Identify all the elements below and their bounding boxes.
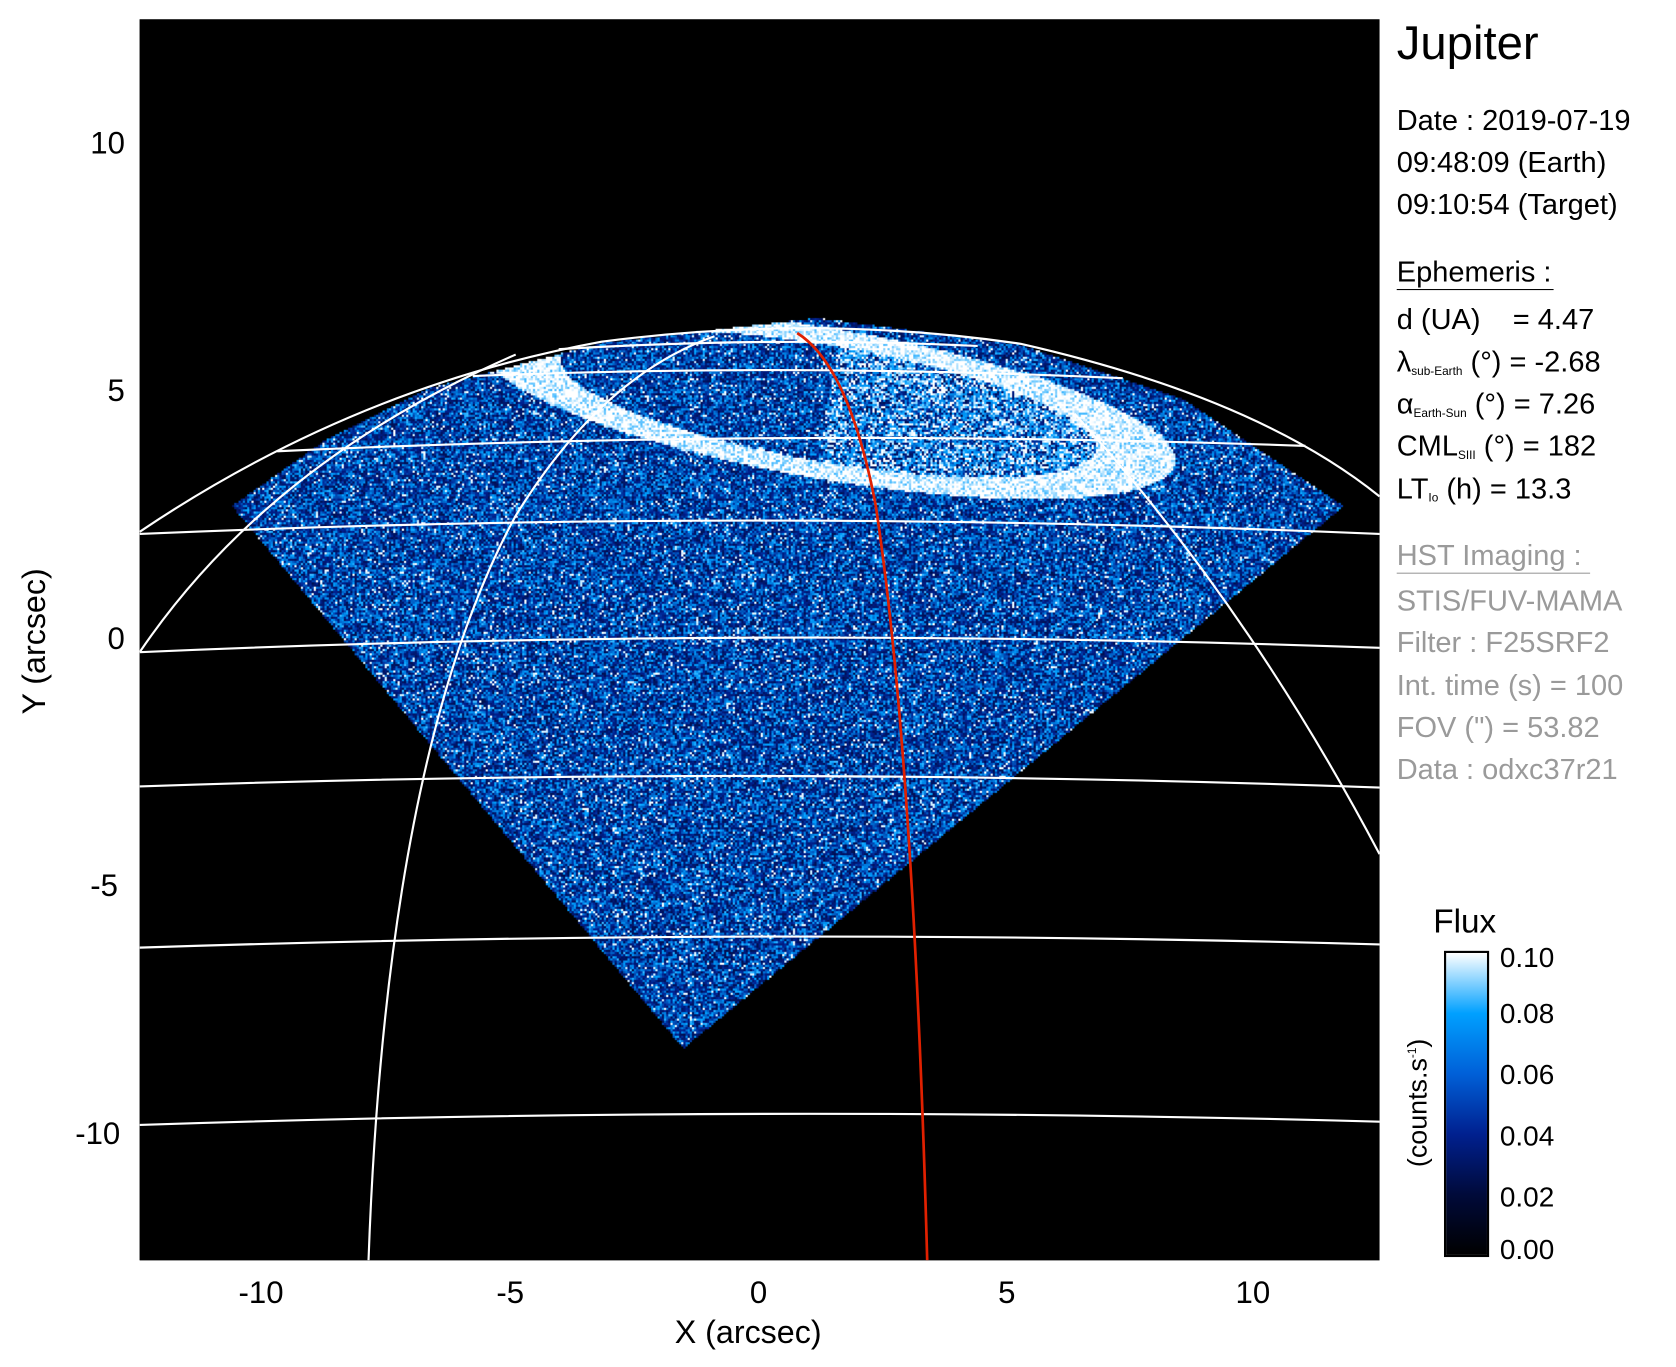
ephemeris-item: d (UA) = 4.47: [1397, 303, 1595, 336]
x-tick: -5: [496, 1276, 524, 1311]
colorbar-title: Flux: [1433, 902, 1496, 941]
y-tick: 0: [107, 622, 124, 657]
colorbar-tick: 0.04: [1500, 1120, 1554, 1153]
ephemeris-title: Ephemeris :: [1397, 256, 1554, 290]
colorbar-tick: 0.10: [1500, 941, 1554, 974]
y-tick: -5: [90, 869, 118, 904]
y-tick: 5: [107, 374, 124, 409]
y-tick: -10: [75, 1117, 120, 1152]
target-title: Jupiter: [1397, 17, 1539, 71]
colorbar: [1444, 951, 1489, 1257]
colorbar-label: (counts.s-1): [1403, 1017, 1434, 1189]
ephemeris-item: CMLSIII (°) = 182: [1397, 430, 1596, 463]
colorbar-tick: 0.02: [1500, 1181, 1554, 1214]
x-axis-label: X (arcsec): [675, 1315, 822, 1352]
ephemeris-item: αEarth-Sun (°) = 7.26: [1397, 388, 1595, 421]
date-text: Date : 2019-07-19: [1397, 104, 1631, 137]
imaging-item: FOV (") = 53.82: [1397, 711, 1600, 744]
earth-time: 09:48:09 (Earth): [1397, 146, 1607, 179]
x-tick: 0: [750, 1276, 767, 1311]
colorbar-tick: 0.08: [1500, 997, 1554, 1030]
imaging-item: Data : odxc37r21: [1397, 753, 1618, 786]
x-tick: 5: [998, 1276, 1015, 1311]
x-tick: -10: [239, 1276, 284, 1311]
plot-area: [140, 19, 1380, 1260]
y-axis-label: Y (arcsec): [17, 561, 54, 722]
imaging-item: Int. time (s) = 100: [1397, 669, 1624, 702]
uv-image: [140, 19, 1380, 1260]
colorbar-tick: 0.06: [1500, 1058, 1554, 1091]
imaging-item: STIS/FUV-MAMA: [1397, 584, 1623, 617]
imaging-item: Filter : F25SRF2: [1397, 626, 1610, 659]
y-tick: 10: [90, 127, 125, 162]
imaging-title: HST Imaging :: [1397, 539, 1590, 573]
target-time: 09:10:54 (Target): [1397, 188, 1618, 221]
colorbar-tick: 0.00: [1500, 1233, 1554, 1266]
x-tick: 10: [1236, 1276, 1271, 1311]
ephemeris-item: LTIo (h) = 13.3: [1397, 473, 1572, 506]
ephemeris-item: λsub-Earth (°) = -2.68: [1397, 346, 1601, 379]
